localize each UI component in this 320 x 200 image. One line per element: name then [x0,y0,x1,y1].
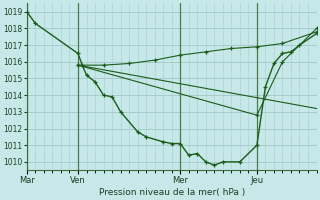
X-axis label: Pression niveau de la mer( hPa ): Pression niveau de la mer( hPa ) [99,188,245,197]
